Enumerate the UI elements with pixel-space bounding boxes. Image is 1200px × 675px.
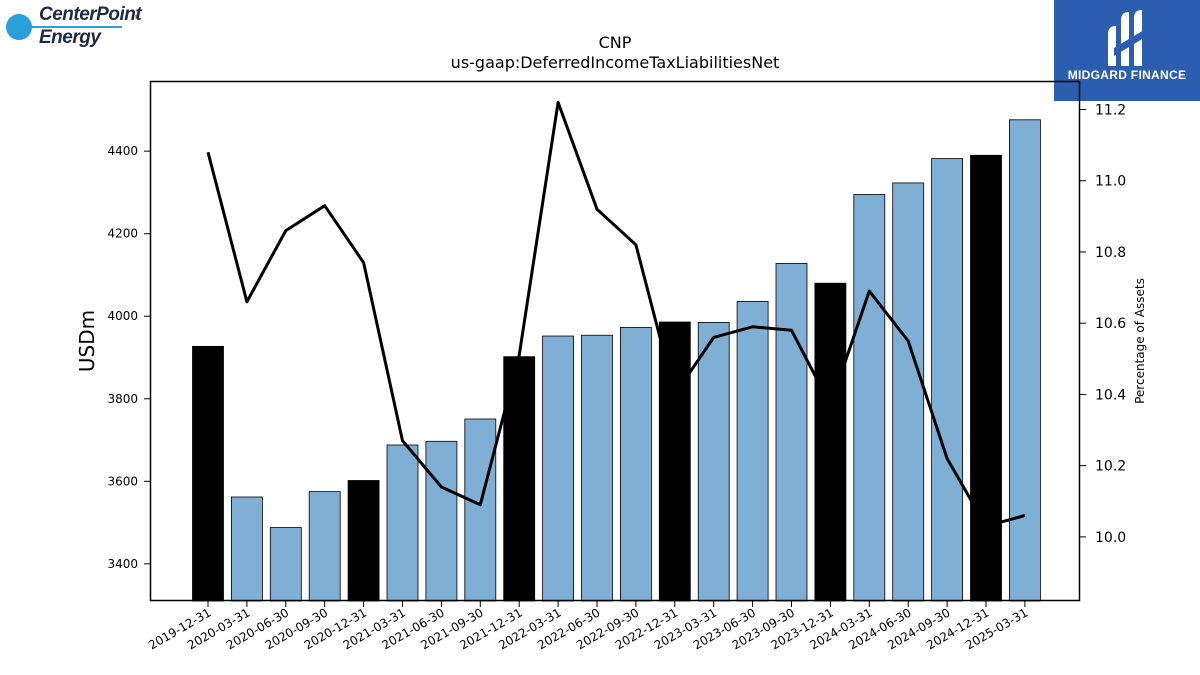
midgard-finance-logo: MIDGARD FINANCE xyxy=(1054,0,1200,101)
bar-series xyxy=(192,119,1041,602)
y2-tick-label-10.8: 10.8 xyxy=(1095,245,1126,261)
bar-2023-09-30 xyxy=(775,263,808,602)
midgard-emblem-icon xyxy=(1108,10,1144,66)
bar-2022-03-31 xyxy=(542,335,574,602)
x-axis: 2019-12-312020-03-312020-06-302020-09-30… xyxy=(146,601,1030,652)
bar-2025-03-31 xyxy=(1009,119,1041,602)
bar-2022-12-31 xyxy=(658,321,691,602)
y2-tick-label-10.0: 10.0 xyxy=(1095,530,1126,546)
centerpoint-energy-logo: CenterPoint Energy ® xyxy=(6,4,156,56)
logo-registered-mark: ® xyxy=(134,14,140,21)
y2-tick-label-10.2: 10.2 xyxy=(1095,459,1126,475)
line-series xyxy=(206,100,1026,528)
logo-text-line2: Energy xyxy=(39,27,101,48)
bar-2021-03-31 xyxy=(386,444,419,602)
bar-2023-03-31 xyxy=(697,322,730,602)
plot-frame xyxy=(149,80,1081,602)
y2-axis-label: Percentage of Assets xyxy=(1133,278,1147,404)
bar-2023-12-31 xyxy=(814,282,847,602)
bar-2020-12-31 xyxy=(347,480,380,602)
percentage-line xyxy=(206,100,1026,528)
y2-tick-label-11.0: 11.0 xyxy=(1095,174,1126,190)
logo-text-line1: CenterPoint xyxy=(39,4,142,25)
y-tick-label-3600: 3600 xyxy=(107,474,138,488)
bar-2024-06-30 xyxy=(892,182,925,602)
bar-2024-09-30 xyxy=(931,158,963,602)
y2-tick-label-10.6: 10.6 xyxy=(1095,316,1126,332)
bar-2024-12-31 xyxy=(970,154,1002,602)
chart-subtitle: us-gaap:DeferredIncomeTaxLiabilitiesNet xyxy=(451,53,780,72)
y-tick-label-3800: 3800 xyxy=(107,392,138,406)
bar-2023-06-30 xyxy=(736,300,769,602)
bar-2019-12-31 xyxy=(192,345,224,602)
y-tick-label-3400: 3400 xyxy=(107,557,138,571)
bar-2021-06-30 xyxy=(425,440,458,602)
midgard-finance-text: MIDGARD FINANCE xyxy=(1067,68,1187,82)
bar-2020-09-30 xyxy=(308,491,341,602)
y-axis-label: USDm xyxy=(75,310,99,372)
logo-swoosh xyxy=(18,26,122,28)
bar-2022-06-30 xyxy=(581,334,613,602)
bar-2020-03-31 xyxy=(230,496,263,602)
chart-title: CNP xyxy=(599,33,632,52)
bar-2021-09-30 xyxy=(464,418,497,602)
y-tick-label-4400: 4400 xyxy=(107,144,138,158)
y2-tick-label-11.2: 11.2 xyxy=(1095,102,1126,118)
bar-2020-06-30 xyxy=(269,527,302,602)
bar-2022-09-30 xyxy=(620,326,652,602)
y2-tick-label-10.4: 10.4 xyxy=(1095,387,1126,403)
y-tick-label-4200: 4200 xyxy=(107,227,138,241)
y-tick-label-4000: 4000 xyxy=(107,309,138,323)
logo-circle-icon xyxy=(6,14,32,40)
y-axis-right: 10.0 10.2 10.4 10.6 10.8 11.0 11.2 xyxy=(1080,102,1126,546)
bar-2024-03-31 xyxy=(853,194,886,602)
y-axis-left: 3400 3600 3800 4000 4200 4400 xyxy=(107,144,150,571)
